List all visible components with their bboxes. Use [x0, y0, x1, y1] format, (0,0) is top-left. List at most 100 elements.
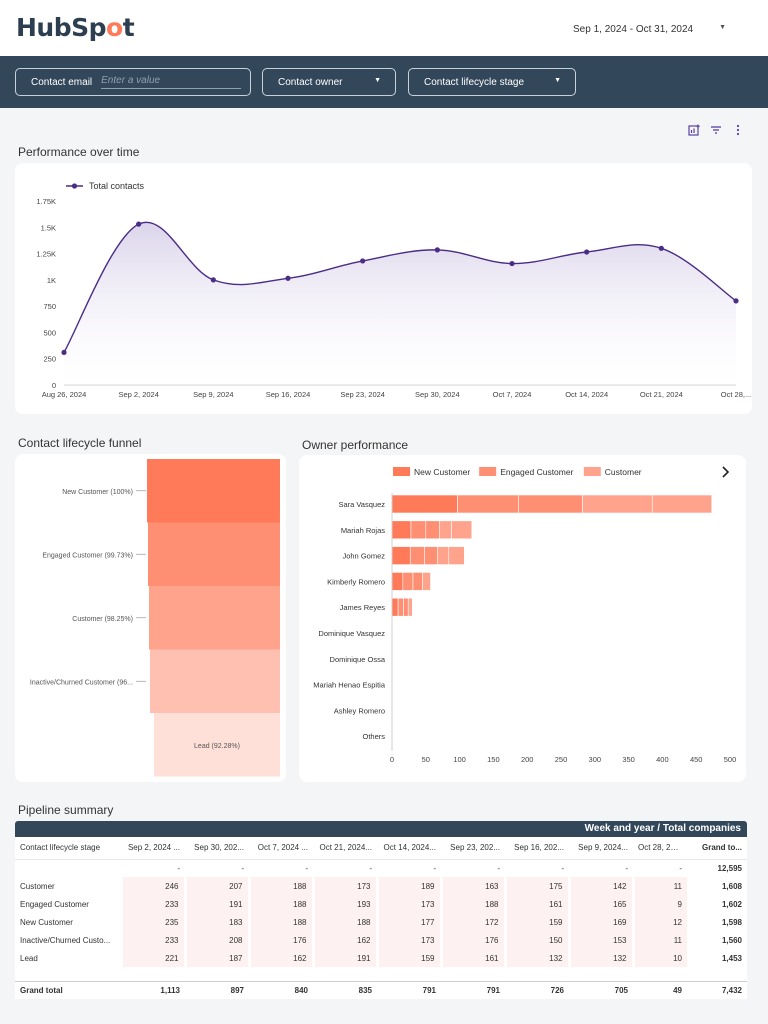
row-label: New Customer [20, 917, 73, 927]
column-header[interactable]: Sep 30, 202... [185, 837, 249, 860]
spacer-cell [15, 967, 747, 981]
chevron-down-icon: ▼ [554, 77, 561, 84]
table-cell: 246 [119, 877, 185, 895]
more-vert-icon[interactable] [732, 124, 744, 136]
contact-owner-filter[interactable]: Contact owner ▼ [262, 68, 396, 96]
table-row: Engaged Customer 233 191 188 193 173 188 161 165… [15, 895, 747, 913]
filter-icon[interactable] [710, 124, 722, 136]
table-cell: 183 [183, 913, 249, 931]
grand-total-cell: 1,602 [721, 899, 742, 909]
column-header[interactable]: Sep 16, 202... [505, 837, 569, 860]
y-tick-label: 750 [43, 302, 56, 311]
x-tick-label: 500 [724, 755, 737, 764]
add-chart-icon[interactable] [688, 124, 700, 136]
hubspot-logo[interactable]: HubSpot [16, 13, 135, 42]
legend-marker [71, 183, 78, 189]
grand-total-cell: 12,595 [717, 863, 742, 873]
grand-total-row: Grand total 1,113 897 840 835 791 791 726 705 49 7… [15, 980, 747, 999]
category-label: Dominique Vasquez [318, 629, 385, 638]
x-tick-label: Sep 30, 2024 [415, 390, 460, 399]
table-cell: 840 [249, 980, 313, 999]
bar-segment [422, 572, 431, 591]
table-row: Inactive/Churned Custo... 233 208 176 162 173… [15, 931, 747, 949]
category-label: Mariah Henao Espitia [313, 681, 386, 690]
column-header[interactable]: Sep 2, 2024 ... [121, 837, 185, 860]
table-cell: 835 [313, 980, 377, 999]
table-cell: - [369, 863, 372, 873]
data-point [360, 258, 366, 264]
contact-email-filter[interactable]: Contact email Enter a value [15, 68, 251, 96]
chevron-down-icon: ▼ [374, 77, 381, 84]
table-cell: 177 [375, 913, 441, 931]
bar-segment [402, 572, 414, 591]
funnel-stage-bar [150, 649, 280, 713]
table-cell: 173 [375, 931, 441, 949]
x-tick-label: 300 [589, 755, 602, 764]
legend-swatch [393, 467, 410, 476]
data-point [136, 221, 142, 227]
data-point [434, 247, 440, 253]
pipeline-header-bar: Week and year / Total companies [15, 821, 747, 837]
table-cell: 159 [503, 913, 569, 931]
table-cell: 10 [631, 949, 687, 967]
legend-swatch [583, 467, 601, 476]
column-header[interactable]: Contact lifecycle stage [15, 837, 121, 860]
bar-segment [397, 597, 404, 617]
row-label: Engaged Customer [20, 899, 89, 909]
bar-segment [410, 520, 427, 540]
chart-toolbar [688, 124, 748, 138]
column-header[interactable]: Sep 23, 202... [441, 837, 505, 860]
bar-segment [409, 546, 425, 565]
funnel-stage-bar [149, 586, 280, 650]
contact-lifecycle-filter[interactable]: Contact lifecycle stage ▼ [408, 68, 576, 96]
bar-segment [436, 546, 450, 565]
column-header[interactable]: Grand to... [687, 837, 747, 860]
y-tick-label: 250 [43, 355, 56, 364]
data-point [285, 275, 291, 281]
category-label: James Reyes [340, 603, 386, 612]
column-header[interactable]: Oct 14, 2024... [377, 837, 441, 860]
table-cell: 1,113 [121, 980, 185, 999]
table-row: - - - - - - - - - 12,595 [15, 859, 747, 877]
table-cell: 208 [183, 931, 249, 949]
column-header[interactable]: Oct 7, 2024 ... [249, 837, 313, 860]
table-cell: 188 [439, 895, 505, 913]
pipeline-grid: Contact lifecycle stage Sep 2, 2024 ... Se… [15, 837, 747, 999]
table-cell: 233 [119, 895, 185, 913]
data-point [584, 249, 590, 255]
category-label: Ashley Romero [334, 706, 385, 715]
x-tick-label: 400 [656, 755, 669, 764]
chevron-right-icon[interactable] [722, 466, 730, 478]
contact-email-input[interactable]: Enter a value [101, 75, 242, 89]
column-header[interactable]: Sep 9, 2024... [569, 837, 633, 860]
pipeline-title: Pipeline summary [18, 803, 114, 817]
table-cell: 233 [119, 931, 185, 949]
table-cell: 176 [439, 931, 505, 949]
table-cell: 172 [439, 913, 505, 931]
date-range-picker[interactable]: Sep 1, 2024 - Oct 31, 2024 ▼ [560, 18, 740, 40]
column-header[interactable]: Oct 21, 2024... [313, 837, 377, 860]
grand-total-cell: 1,598 [721, 917, 742, 927]
top-bar: HubSpot Sep 1, 2024 - Oct 31, 2024 ▼ [0, 0, 768, 56]
table-cell: 191 [183, 895, 249, 913]
x-tick-label: 450 [690, 755, 703, 764]
bar-segment [518, 494, 583, 514]
table-cell: - [561, 863, 564, 873]
performance-card: Total contacts 0 250 500 750 1K 1.25K 1.5K 1.75K… [15, 163, 752, 414]
bar-segment [451, 520, 473, 540]
table-row: Lead 221 187 162 191 159 161 132 132 10 1,453 [15, 949, 747, 967]
column-header[interactable]: Oct 28, 202... [633, 837, 687, 860]
table-cell: 11 [631, 931, 687, 949]
series-line [63, 221, 737, 353]
table-cell: 188 [311, 913, 377, 931]
date-range-text: Sep 1, 2024 - Oct 31, 2024 [573, 23, 694, 35]
contact-owner-label: Contact owner [278, 76, 343, 88]
y-tick-label: 500 [43, 328, 56, 337]
y-tick-label: 1.5K [41, 223, 56, 232]
category-label: Mariah Rojas [341, 526, 385, 535]
table-cell: 188 [247, 913, 313, 931]
table-cell: - [497, 863, 500, 873]
bar-segment [407, 597, 413, 617]
table-cell: 162 [247, 949, 313, 967]
category-label: Others [362, 732, 385, 741]
